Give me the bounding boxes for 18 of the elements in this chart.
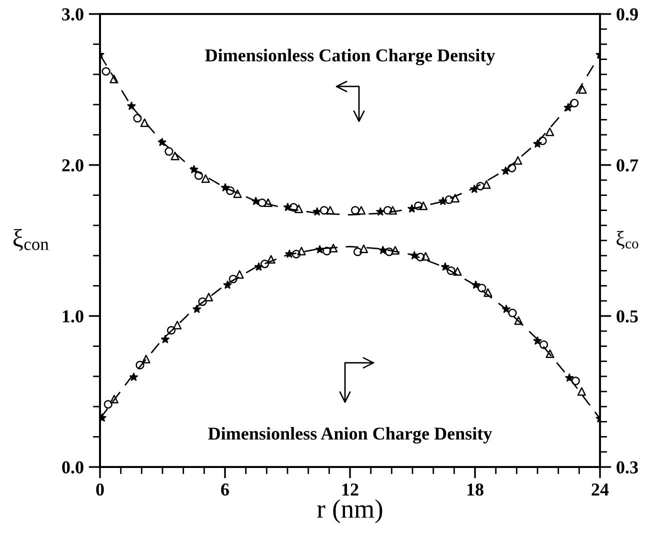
x-axis-title: r (nm) <box>317 499 382 524</box>
x-tick-label: 6 <box>221 484 229 496</box>
y2-tick-label: 0.7 <box>616 159 638 172</box>
y2-tick-label: 0.5 <box>616 310 638 323</box>
y2-tick-label: 0.9 <box>616 8 638 21</box>
y-tick-label: 3.0 <box>62 8 84 21</box>
annotation: Dimensionless Cation Charge Density <box>205 48 496 66</box>
y-tick-label: 2.0 <box>62 159 84 172</box>
y-axis-title: ξ$_{con}$ <box>13 229 49 251</box>
y2-tick-label: 0.3 <box>616 461 638 474</box>
y-tick-label: 1.0 <box>62 310 84 323</box>
x-tick-label: 18 <box>467 483 484 496</box>
x-tick-label: 24 <box>592 484 609 496</box>
y-tick-label: 0.0 <box>62 461 84 474</box>
annotation: Dimensionless Anion Charge Density <box>208 427 492 444</box>
x-tick-label: 0 <box>96 483 104 496</box>
x-tick-label: 12 <box>342 484 358 496</box>
y2-axis-title: ξ$_{co}$ <box>616 230 638 250</box>
